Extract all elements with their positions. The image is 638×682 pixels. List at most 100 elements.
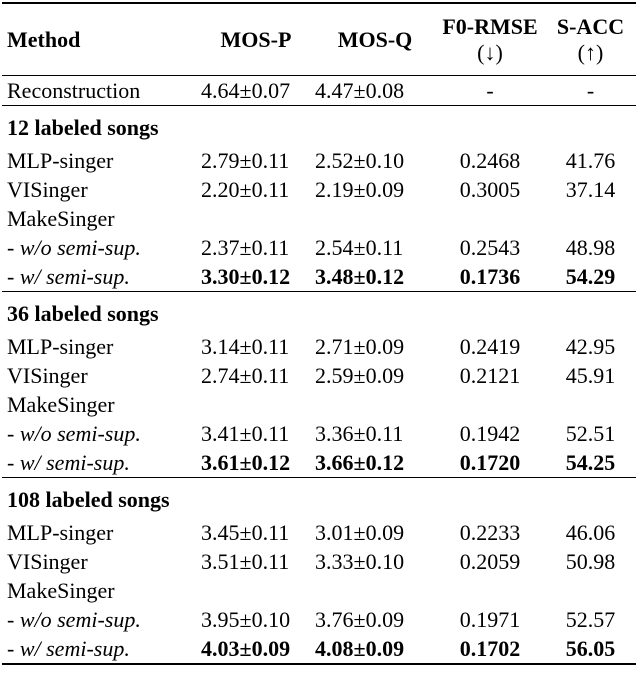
down-arrow-icon: (↓) [477, 39, 503, 65]
group-36-songs: 36 labeled songs MLP-singer 3.14±0.11 2.… [2, 292, 636, 478]
row-mos-q: 4.47±0.08 [315, 78, 405, 103]
row-method: VISinger [7, 177, 88, 202]
row-f0-rmse: 0.1971 [459, 607, 521, 632]
header-f0-rmse: F0-RMSE (↓) [435, 3, 545, 76]
row-method: - w/o semi-sup. [7, 421, 141, 446]
row-method: - w/o semi-sup. [7, 607, 141, 632]
row-s-acc: 41.76 [565, 148, 616, 173]
row-mos-p: 3.14±0.11 [201, 334, 290, 359]
row-method: MakeSinger [7, 206, 115, 231]
row-mos-q: 3.48±0.12 [315, 264, 405, 289]
header-s-acc-label: S-ACC [556, 13, 625, 39]
results-table: Method MOS-P MOS-Q F0-RMSE (↓) S-ACC (↑)… [2, 2, 636, 665]
table-row: MakeSinger [2, 204, 636, 233]
row-mos-p: 4.03±0.09 [201, 636, 291, 661]
row-mos-p: 3.45±0.11 [201, 520, 290, 545]
row-method: VISinger [7, 363, 88, 388]
row-mos-p: 3.95±0.10 [201, 607, 291, 632]
row-mos-q: 3.76±0.09 [315, 607, 405, 632]
header-s-acc: S-ACC (↑) [545, 3, 636, 76]
header-f0-rmse-label: F0-RMSE [442, 13, 538, 39]
row-s-acc: - [586, 78, 595, 103]
table-row: MLP-singer 2.79±0.11 2.52±0.10 0.2468 41… [2, 146, 636, 175]
row-method: - w/ semi-sup. [7, 264, 130, 289]
row-method: MakeSinger [7, 392, 115, 417]
table-row: - w/o semi-sup. 2.37±0.11 2.54±0.11 0.25… [2, 233, 636, 262]
table-row: - w/o semi-sup. 3.41±0.11 3.36±0.11 0.19… [2, 419, 636, 448]
row-mos-p: 4.64±0.07 [201, 78, 291, 103]
table-row: - w/ semi-sup. 3.61±0.12 3.66±0.12 0.172… [2, 448, 636, 478]
row-f0-rmse: 0.2233 [459, 520, 521, 545]
row-s-acc: 46.06 [565, 520, 616, 545]
group-title: 36 labeled songs [7, 301, 159, 326]
row-f0-rmse: 0.2543 [459, 235, 521, 260]
row-method: MLP-singer [7, 148, 114, 173]
row-f0-rmse: 0.1720 [459, 450, 521, 475]
row-f0-rmse: 0.1736 [459, 264, 521, 289]
row-method: - w/o semi-sup. [7, 235, 141, 260]
row-f0-rmse: - [486, 78, 494, 103]
row-mos-q: 2.54±0.11 [315, 235, 404, 260]
row-s-acc: 54.25 [565, 450, 616, 475]
row-mos-q: 2.71±0.09 [315, 334, 405, 359]
row-method: - w/ semi-sup. [7, 636, 130, 661]
row-mos-p: 2.74±0.11 [201, 363, 290, 388]
table-row: - w/ semi-sup. 3.30±0.12 3.48±0.12 0.173… [2, 262, 636, 292]
row-mos-q: 2.19±0.09 [315, 177, 405, 202]
row-s-acc: 52.57 [565, 607, 616, 632]
row-s-acc: 56.05 [565, 636, 616, 661]
table-row: MakeSinger [2, 576, 636, 605]
table-row: MLP-singer 3.45±0.11 3.01±0.09 0.2233 46… [2, 518, 636, 547]
row-mos-q: 2.52±0.10 [315, 148, 405, 173]
row-method: VISinger [7, 549, 88, 574]
header-method: Method [7, 26, 81, 52]
row-f0-rmse: 0.2468 [459, 148, 521, 173]
row-mos-p: 2.37±0.11 [201, 235, 290, 260]
row-mos-p: 2.79±0.11 [201, 148, 290, 173]
row-method: MLP-singer [7, 520, 114, 545]
row-f0-rmse: 0.1702 [459, 636, 521, 661]
row-mos-q: 3.66±0.12 [315, 450, 405, 475]
row-method: MakeSinger [7, 578, 115, 603]
row-f0-rmse: 0.2059 [459, 549, 521, 574]
table-row: VISinger 3.51±0.11 3.33±0.10 0.2059 50.9… [2, 547, 636, 576]
row-mos-q: 3.36±0.11 [315, 421, 404, 446]
reconstruction-row: Reconstruction 4.64±0.07 4.47±0.08 - - [2, 76, 636, 106]
row-mos-q: 2.59±0.09 [315, 363, 405, 388]
up-arrow-icon: (↑) [577, 39, 604, 65]
row-mos-p: 3.61±0.12 [201, 450, 291, 475]
table-row: VISinger 2.74±0.11 2.59±0.09 0.2121 45.9… [2, 361, 636, 390]
row-mos-p: 3.30±0.12 [201, 264, 291, 289]
group-108-songs: 108 labeled songs MLP-singer 3.45±0.11 3… [2, 478, 636, 664]
header-mos-q: MOS-Q [337, 26, 413, 52]
row-mos-p: 2.20±0.11 [201, 177, 290, 202]
row-mos-p: 3.51±0.11 [201, 549, 290, 574]
group-12-songs: 12 labeled songs MLP-singer 2.79±0.11 2.… [2, 106, 636, 292]
table-row: - w/o semi-sup. 3.95±0.10 3.76±0.09 0.19… [2, 605, 636, 634]
row-f0-rmse: 0.3005 [459, 177, 521, 202]
row-s-acc: 42.95 [565, 334, 616, 359]
row-method: Reconstruction [7, 78, 141, 103]
row-mos-q: 3.33±0.10 [315, 549, 405, 574]
row-s-acc: 45.91 [565, 363, 616, 388]
row-s-acc: 54.29 [565, 264, 616, 289]
row-s-acc: 37.14 [565, 177, 616, 202]
row-method: MLP-singer [7, 334, 114, 359]
table-row: - w/ semi-sup. 4.03±0.09 4.08±0.09 0.170… [2, 634, 636, 664]
row-mos-q: 4.08±0.09 [315, 636, 405, 661]
row-s-acc: 52.51 [565, 421, 616, 446]
row-f0-rmse: 0.1942 [459, 421, 521, 446]
table-row: MLP-singer 3.14±0.11 2.71±0.09 0.2419 42… [2, 332, 636, 361]
row-f0-rmse: 0.2419 [459, 334, 521, 359]
row-s-acc: 48.98 [565, 235, 616, 260]
table-row: VISinger 2.20±0.11 2.19±0.09 0.3005 37.1… [2, 175, 636, 204]
table-row: MakeSinger [2, 390, 636, 419]
row-mos-q: 3.01±0.09 [315, 520, 405, 545]
header-row: Method MOS-P MOS-Q F0-RMSE (↓) S-ACC (↑) [2, 3, 636, 76]
row-s-acc: 50.98 [565, 549, 616, 574]
group-title: 108 labeled songs [7, 487, 170, 512]
row-method: - w/ semi-sup. [7, 450, 130, 475]
row-f0-rmse: 0.2121 [459, 363, 521, 388]
row-mos-p: 3.41±0.11 [201, 421, 290, 446]
group-title: 12 labeled songs [7, 115, 159, 140]
